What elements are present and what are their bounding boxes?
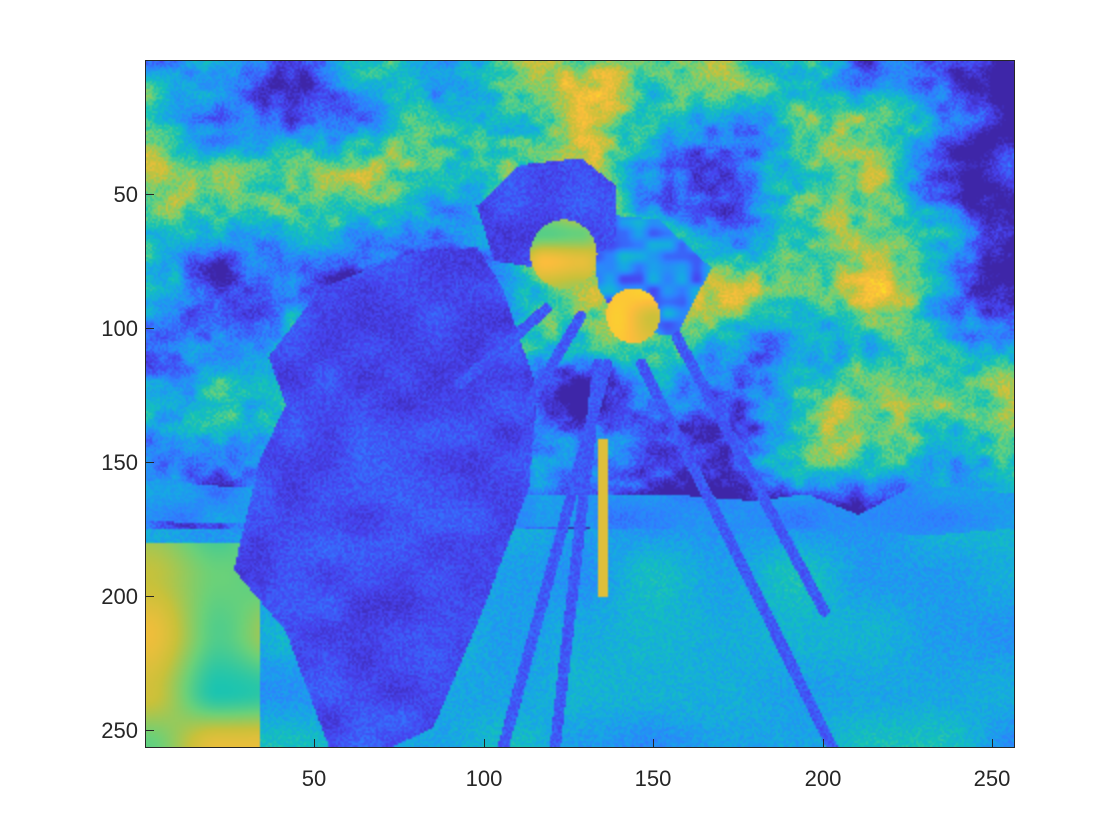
y-tick-label: 50	[113, 182, 138, 207]
y-tick-mark	[146, 462, 154, 463]
x-tick-mark	[823, 739, 824, 747]
x-tick-mark	[653, 739, 654, 747]
y-tick-mark	[146, 328, 154, 329]
y-tick-mark	[146, 730, 154, 731]
false-color-image	[146, 61, 1014, 747]
x-tick-label: 100	[465, 766, 503, 791]
x-tick-mark	[992, 739, 993, 747]
y-tick-mark	[146, 596, 154, 597]
x-tick-mark	[484, 739, 485, 747]
y-tick-label: 100	[101, 316, 138, 341]
image-axes	[145, 60, 1015, 748]
y-tick-label: 150	[101, 450, 138, 475]
y-tick-mark	[146, 194, 154, 195]
y-tick-label: 250	[101, 718, 138, 743]
y-tick-label: 200	[101, 584, 138, 609]
x-tick-mark	[314, 739, 315, 747]
x-tick-label: 150	[634, 766, 672, 791]
x-tick-label: 200	[804, 766, 842, 791]
x-tick-label: 250	[973, 766, 1011, 791]
x-tick-label: 50	[301, 766, 327, 791]
